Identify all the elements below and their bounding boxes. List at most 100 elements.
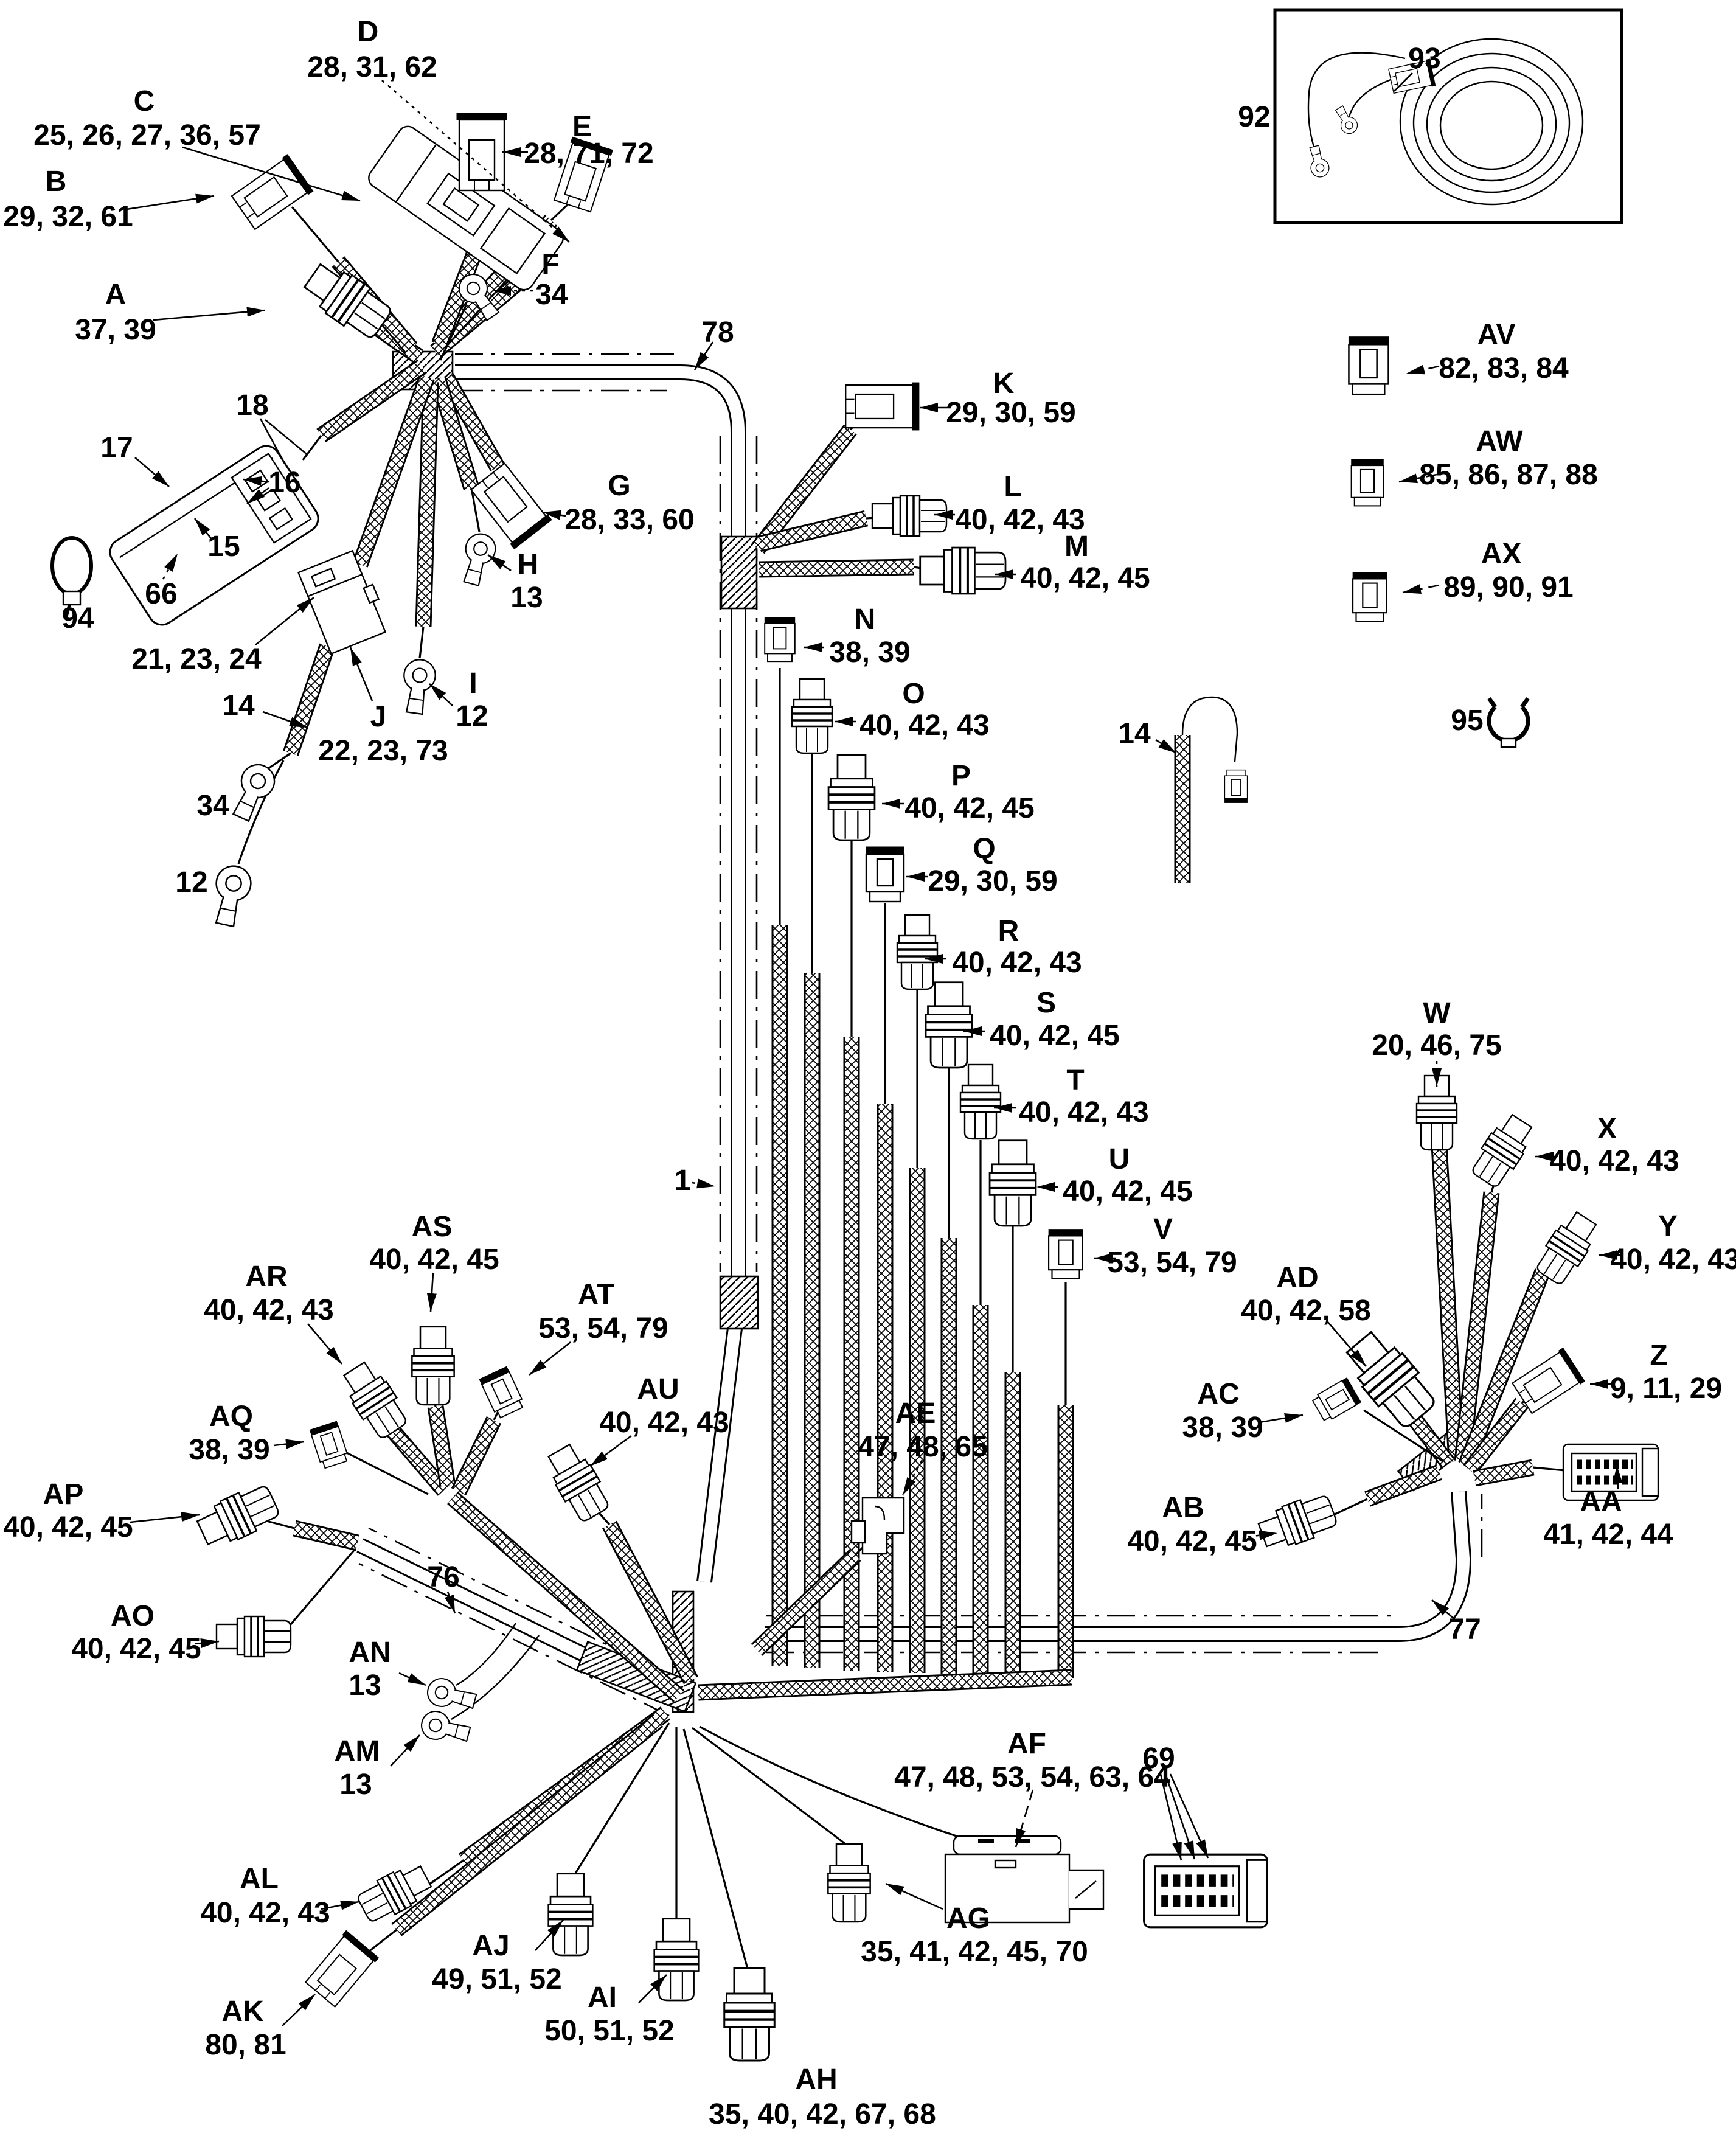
ref-14-left: 14 (222, 690, 255, 722)
connector-P (828, 755, 875, 840)
hold-down-14 (1174, 696, 1248, 883)
connector-AK (303, 1930, 380, 2009)
callout-E-letter: E (572, 111, 592, 143)
callout-AX-parts: 89, 90, 91 (1443, 571, 1574, 604)
callout-B-parts: 29, 32, 61 (3, 201, 133, 233)
callout-V-parts: 53, 54, 79 (1107, 1247, 1237, 1279)
callout-A-letter: A (105, 279, 127, 311)
connector-AJ (547, 1872, 594, 1957)
callout-U-letter: U (1109, 1143, 1130, 1175)
connector-AT (479, 1366, 526, 1420)
ring-12 (207, 862, 255, 929)
ref-21-23-24: 21, 23, 24 (131, 643, 262, 675)
callout-Y-parts: 40, 42, 43 (1610, 1244, 1736, 1276)
ring-34 (225, 758, 281, 826)
connector-AV (1348, 336, 1389, 395)
ref-14-right: 14 (1118, 718, 1151, 750)
callout-P-letter: P (951, 760, 971, 792)
ref-69: 69 (1142, 1742, 1175, 1775)
callout-X-letter: X (1597, 1113, 1617, 1145)
callout-A-parts: 37, 39 (75, 314, 156, 346)
callout-AQ-letter: AQ (209, 1400, 253, 1433)
callout-AA-parts: 41, 42, 44 (1543, 1519, 1673, 1551)
callout-L-parts: 40, 42, 43 (955, 504, 1085, 536)
connector-69 (1144, 1854, 1268, 1927)
callout-labels: A 37, 39 B 29, 32, 61 C 25, 26, 27, 36, … (3, 16, 1736, 2131)
connector-V (1048, 1228, 1083, 1279)
hold-down-plug (1224, 769, 1248, 804)
callout-U-parts: 40, 42, 45 (1063, 1175, 1193, 1208)
callout-AM-letter: AM (335, 1735, 380, 1767)
callout-E-parts: 28, 71, 72 (524, 137, 654, 170)
connector-AX (1352, 571, 1387, 622)
callout-Q-parts: 29, 30, 59 (928, 865, 1058, 897)
ref-94: 94 (61, 602, 94, 635)
callout-D-parts: 28, 31, 62 (307, 51, 437, 83)
callout-I-parts: 12 (456, 700, 488, 732)
callout-N-letter: N (855, 604, 876, 636)
callout-W-parts: 20, 46, 75 (1372, 1029, 1502, 1062)
callout-AU-letter: AU (637, 1373, 679, 1405)
callout-AP-letter: AP (43, 1478, 84, 1511)
callout-AT-parts: 53, 54, 79 (538, 1312, 668, 1345)
callout-H-parts: 13 (510, 582, 543, 614)
connector-Q (865, 846, 905, 903)
callout-H-letter: H (518, 549, 539, 581)
callout-AW-parts: 85, 86, 87, 88 (1419, 459, 1598, 491)
callout-AN-letter: AN (349, 1637, 391, 1669)
callout-AB-letter: AB (1162, 1492, 1204, 1524)
callout-C-letter: C (134, 85, 155, 117)
callout-AF-parts: 47, 48, 53, 54, 63, 64 (894, 1761, 1170, 1793)
callout-AQ-parts: 38, 39 (189, 1434, 269, 1466)
ref-76: 76 (427, 1561, 459, 1593)
callout-AK-parts: 80, 81 (205, 2029, 286, 2061)
connector-AC (1310, 1377, 1362, 1424)
bottom-hub-branches (266, 1389, 998, 1972)
connector-AB (1254, 1489, 1341, 1555)
callout-Z-parts: 9, 11, 29 (1610, 1372, 1722, 1405)
callout-W-letter: W (1423, 997, 1451, 1029)
leader-lines (126, 72, 1623, 2026)
callout-AH-parts: 35, 40, 42, 67, 68 (709, 2098, 936, 2131)
callout-AD-letter: AD (1276, 1262, 1318, 1294)
ref-17: 17 (100, 432, 133, 464)
k-l-m-branches (751, 411, 930, 578)
connector-O (791, 678, 833, 754)
callout-J-parts: 22, 23, 73 (318, 735, 448, 767)
callout-F-parts: 34 (535, 279, 568, 311)
ref-18: 18 (236, 389, 268, 422)
callout-AX-letter: AX (1481, 538, 1522, 570)
callout-AU-parts: 40, 42, 43 (599, 1407, 729, 1439)
callout-G-parts: 28, 33, 60 (564, 504, 695, 536)
connector-T (959, 1063, 1002, 1140)
callout-AE-parts: 47, 48, 65 (858, 1431, 988, 1463)
callout-AO-letter: AO (111, 1600, 155, 1632)
callout-T-letter: T (1066, 1064, 1084, 1096)
ref-16: 16 (268, 467, 300, 499)
connector-W (1415, 1074, 1458, 1151)
callout-Z-letter: Z (1650, 1340, 1667, 1372)
callout-O-letter: O (902, 678, 925, 710)
center-drops (698, 668, 1074, 1701)
connector-AH (724, 1968, 775, 2061)
connector-AP (192, 1480, 283, 1553)
connector-AM-ring (417, 1707, 473, 1748)
callout-AH-letter: AH (795, 2064, 837, 2096)
callout-AL-letter: AL (240, 1863, 279, 1895)
reference-numbers: 78 17 18 16 15 66 94 21, 23, 24 14 34 12… (61, 43, 1483, 1775)
callout-K-letter: K (993, 367, 1015, 400)
connector-J (297, 548, 392, 655)
connector-AU (540, 1439, 615, 1526)
ref-15: 15 (207, 531, 240, 563)
callout-S-parts: 40, 42, 45 (990, 1020, 1120, 1052)
callout-Q-letter: Q (973, 833, 995, 865)
callout-AR-parts: 40, 42, 43 (204, 1294, 334, 1326)
ref-34: 34 (196, 790, 229, 822)
connector-AQ (309, 1421, 350, 1470)
callout-AE-letter: AE (895, 1397, 936, 1430)
callout-R-letter: R (998, 915, 1019, 947)
callout-AJ-letter: AJ (472, 1930, 509, 1962)
callout-AT-letter: AT (578, 1279, 614, 1311)
callout-M-parts: 40, 42, 45 (1020, 562, 1150, 594)
ref-1: 1 (675, 1164, 691, 1197)
